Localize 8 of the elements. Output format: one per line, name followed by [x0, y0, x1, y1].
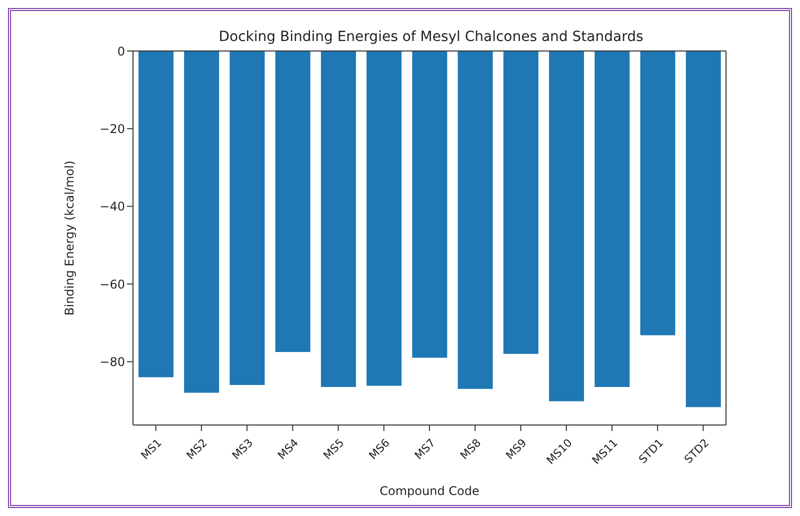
chart-title: Docking Binding Energies of Mesyl Chalcones and Standards: [218, 29, 644, 45]
y-axis-title: Binding Energy (kcal/mol): [62, 160, 76, 316]
y-tick-label: −40: [100, 200, 125, 214]
y-tick-label: −20: [100, 122, 125, 136]
x-axis-title: Compound Code: [380, 484, 480, 498]
y-tick-label: 0: [117, 44, 125, 58]
y-tick-label: −60: [100, 277, 125, 292]
y-tick-label: −80: [100, 354, 125, 369]
